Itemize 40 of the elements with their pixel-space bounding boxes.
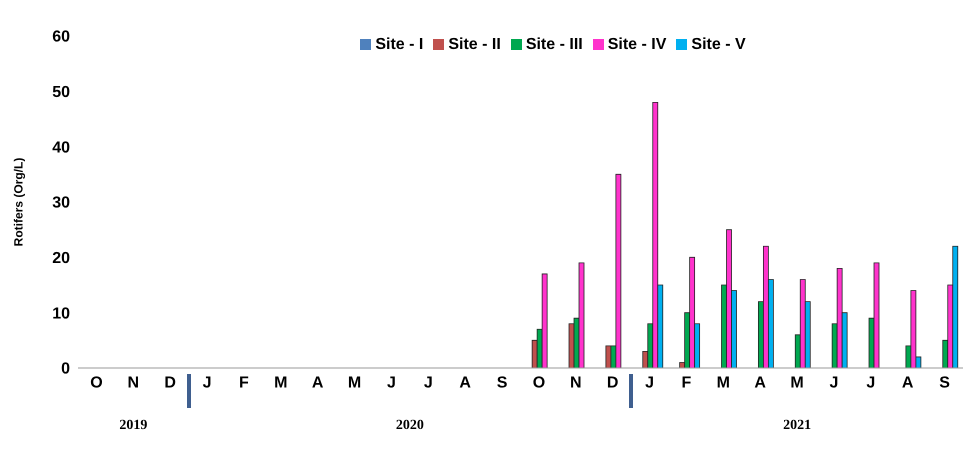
text: 2019 [118, 418, 148, 434]
y-tick-label: 20 [52, 250, 70, 268]
y-tick-label: 40 [52, 139, 70, 156]
x-tick-label: D [164, 374, 176, 392]
y-tick-label: 10 [52, 305, 70, 322]
text: 2021 [782, 418, 812, 434]
x-tick-label: A [312, 374, 324, 392]
x-tick-label: D [606, 374, 618, 392]
x-tick-label: O [90, 374, 103, 392]
x-tick-label: J [829, 374, 838, 392]
y-tick-label: 0 [61, 360, 70, 378]
text: 2020 [394, 418, 425, 434]
legend-label: Site - II [448, 36, 501, 53]
y-axis-title: Rotifers (Org/L) [11, 158, 26, 246]
x-tick-label: A [902, 374, 914, 392]
x-tick-label: M [790, 374, 804, 392]
x-tick-label: N [570, 374, 582, 392]
x-tick-label: O [532, 374, 546, 392]
x-tick-label: S [496, 374, 508, 392]
x-tick-label: S [939, 374, 950, 392]
x-tick-label: F [239, 374, 250, 392]
legend-label: Site - V [691, 36, 746, 53]
x-tick-label: J [645, 374, 654, 392]
legend-label: Site - IV [608, 36, 666, 53]
y-tick-label: 50 [52, 84, 70, 102]
y-tick-label: 60 [52, 28, 70, 46]
legend-label: Site - III [526, 36, 583, 53]
x-tick-label: J [386, 374, 396, 392]
x-tick-label: A [754, 374, 766, 392]
x-tick-label: N [128, 374, 140, 392]
x-tick-label: J [866, 374, 876, 392]
x-tick-label: M [716, 374, 730, 392]
y-tick-label: 30 [52, 194, 70, 212]
legend-label: Site - I [375, 36, 424, 53]
x-tick-label: J [424, 374, 433, 392]
x-tick-label: A [459, 374, 472, 392]
x-tick-label: J [202, 374, 212, 392]
x-tick-label: M [348, 374, 362, 392]
x-tick-label: F [682, 374, 692, 392]
x-tick-label: M [274, 374, 288, 392]
